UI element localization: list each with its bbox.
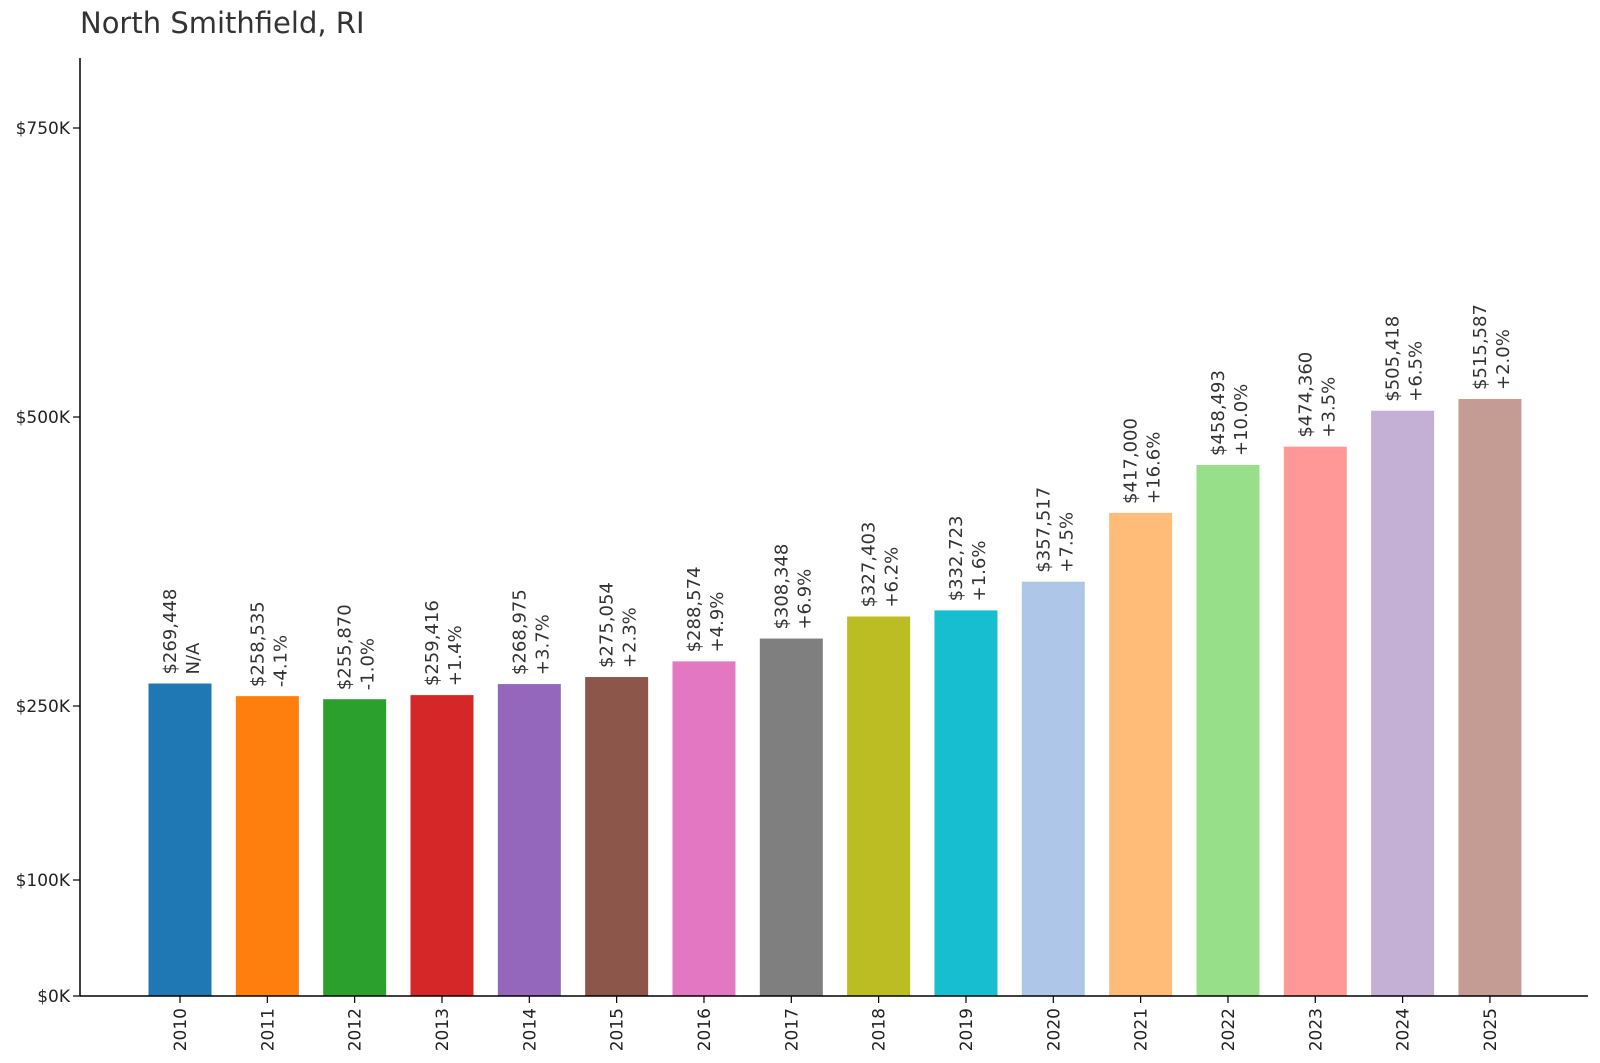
x-tick-label: 2015: [608, 1008, 628, 1051]
bar: [1283, 446, 1347, 996]
y-tick-label: $750K: [16, 119, 71, 139]
bar: [1371, 410, 1435, 996]
x-tick-label: 2019: [957, 1008, 977, 1051]
bar: [759, 638, 823, 996]
bars-group: [148, 398, 1522, 997]
y-tick-label: $500K: [16, 408, 71, 428]
x-tick-label: 2022: [1219, 1008, 1239, 1051]
bar-value-label: $275,054: [597, 582, 618, 668]
x-tick-label: 2011: [258, 1008, 278, 1051]
bar: [497, 684, 561, 996]
x-tick-label: 2017: [782, 1008, 802, 1051]
x-tick-label: 2023: [1306, 1008, 1326, 1051]
bar-change-label: +6.9%: [794, 569, 815, 630]
bar: [934, 610, 998, 996]
x-axis-ticks: 2010 2011 2012 2013 2014 2015 2016 2017 2018 2019…: [171, 996, 1501, 1051]
bar-value-label: $515,587: [1470, 304, 1491, 390]
bar-value-label: $308,348: [771, 544, 792, 630]
bar-change-label: +16.6%: [1144, 432, 1165, 504]
bar-value-label: $357,517: [1033, 487, 1054, 573]
bar-value-label: $458,493: [1208, 370, 1229, 456]
bar: [1196, 464, 1260, 997]
bar-change-label: -4.1%: [270, 635, 291, 687]
bar-change-label: +7.5%: [1056, 512, 1077, 573]
x-tick-label: 2024: [1394, 1008, 1414, 1051]
bar-value-label: $268,975: [509, 589, 530, 675]
x-tick-label: 2012: [346, 1008, 366, 1051]
bar-value-label: $269,448: [160, 589, 181, 675]
bar: [672, 661, 736, 996]
bar-value-label: $288,574: [684, 567, 705, 653]
bar-change-label: +6.2%: [882, 547, 903, 608]
chart-title: North Smithfield, RI: [80, 6, 365, 40]
x-tick-label: 2014: [520, 1008, 540, 1051]
bar-value-label: $259,416: [422, 600, 443, 686]
bar: [410, 695, 474, 996]
bar-change-label: +3.5%: [1318, 377, 1339, 438]
bar-value-label: $258,535: [247, 601, 268, 687]
bar-change-label: -1.0%: [358, 638, 379, 690]
x-tick-label: 2020: [1044, 1008, 1064, 1051]
bar: [235, 696, 299, 996]
bar: [585, 677, 649, 996]
bar-change-label: +2.3%: [620, 607, 641, 668]
bar: [847, 616, 911, 996]
x-tick-label: 2013: [433, 1008, 453, 1051]
x-tick-label: 2016: [695, 1008, 715, 1051]
bar-change-label: +1.4%: [445, 625, 466, 686]
bar-value-label: $417,000: [1121, 418, 1142, 504]
x-tick-label: 2018: [870, 1008, 890, 1051]
x-tick-label: 2010: [171, 1008, 191, 1051]
bar: [323, 699, 387, 996]
x-tick-label: 2025: [1481, 1008, 1501, 1051]
bar-value-label: $332,723: [946, 515, 967, 601]
bar-change-label: +2.0%: [1493, 329, 1514, 390]
bar-change-label: +1.6%: [969, 541, 990, 602]
bar-labels-group: $269,448 N/A $258,535 -4.1% $255,870 -1.0% $25…: [160, 304, 1514, 690]
bar: [1109, 512, 1173, 996]
bar-change-label: +10.0%: [1231, 384, 1252, 456]
y-axis-ticks: $0K $100K $250K $500K $750K: [16, 119, 80, 1007]
bar: [1458, 398, 1522, 996]
bar-change-label: N/A: [183, 642, 204, 675]
y-tick-label: $250K: [16, 697, 71, 717]
bar-change-label: +6.5%: [1406, 341, 1427, 402]
y-tick-label: $100K: [16, 871, 71, 891]
bar-change-label: +3.7%: [532, 614, 553, 675]
bar: [1021, 581, 1085, 996]
bar-value-label: $474,360: [1295, 352, 1316, 438]
x-tick-label: 2021: [1132, 1008, 1152, 1051]
bar-change-label: +4.9%: [707, 592, 728, 653]
bar-value-label: $255,870: [335, 604, 356, 690]
bar: [148, 683, 212, 996]
bar-value-label: $505,418: [1383, 316, 1404, 402]
y-tick-label: $0K: [37, 987, 71, 1007]
bar-value-label: $327,403: [859, 522, 880, 608]
